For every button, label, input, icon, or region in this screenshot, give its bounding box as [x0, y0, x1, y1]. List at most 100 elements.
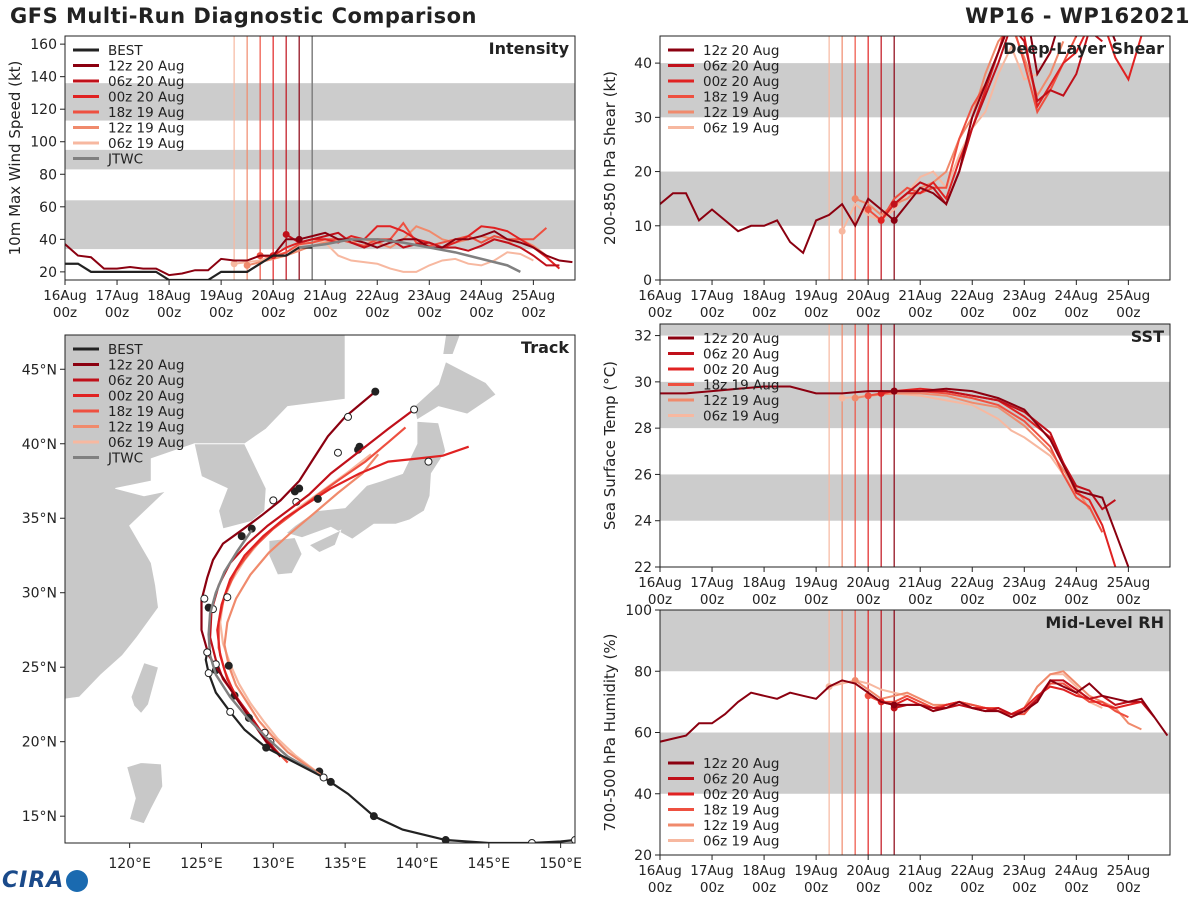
x-tick-label-hour: 00z — [157, 305, 181, 321]
x-tick-label: 120°E — [108, 856, 151, 872]
series-line-12z-19-Aug — [855, 392, 1091, 510]
series-line-12z-20-Aug — [660, 36, 1117, 255]
y-tick-label: 30 — [634, 110, 652, 126]
x-tick-label-hour: 00z — [752, 880, 776, 896]
x-tick-label-hour: 00z — [1012, 305, 1036, 321]
best-track-marker — [226, 707, 235, 716]
y-tick-label: 80 — [39, 167, 57, 183]
x-tick-label-hour: 00z — [469, 305, 493, 321]
x-tick-label-hour: 00z — [960, 305, 984, 321]
x-tick-label: 16Aug — [638, 575, 682, 591]
y-tick-label: 20 — [634, 848, 652, 864]
x-tick-label: 17Aug — [95, 288, 139, 304]
intensity-plot-area — [65, 36, 575, 280]
x-tick-label-hour: 00z — [856, 305, 880, 321]
series-line-12z-20-Aug — [660, 679, 1169, 743]
x-tick-label-hour: 00z — [53, 305, 77, 321]
best-track-marker — [441, 836, 450, 843]
init-marker — [890, 200, 898, 208]
shear-title: Deep-Layer Shear — [1003, 39, 1164, 58]
land-japan-honshu — [285, 420, 447, 540]
track-frame — [64, 334, 576, 844]
legend-label: 00z 20 Aug — [108, 90, 184, 106]
best-track-line — [204, 652, 575, 843]
x-tick-label: 18Aug — [147, 288, 191, 304]
legend-label: 12z 20 Aug — [108, 358, 184, 374]
land-taiwan — [130, 662, 159, 715]
legend-label: 06z 20 Aug — [108, 373, 184, 389]
legend-label: 00z 20 Aug — [703, 787, 779, 803]
cira-globe-icon — [66, 870, 89, 892]
x-tick-label: 23Aug — [1003, 863, 1047, 879]
legend-label: 12z 19 Aug — [108, 420, 184, 436]
best-track-marker — [204, 669, 213, 678]
x-tick-label-hour: 00z — [856, 592, 880, 608]
x-tick-label: 23Aug — [1003, 575, 1047, 591]
track-marker — [224, 661, 233, 670]
y-tick-label: 30 — [634, 375, 652, 391]
init-marker — [851, 195, 859, 203]
x-tick-label-hour: 00z — [1116, 592, 1140, 608]
x-tick-label-hour: 00z — [417, 305, 441, 321]
track-marker — [295, 484, 304, 493]
x-tick-label: 25Aug — [1107, 288, 1151, 304]
x-tick-label-hour: 00z — [804, 880, 828, 896]
y-tick-label: 20 — [39, 265, 57, 281]
cira-logo-text: CIRA — [2, 868, 65, 893]
x-tick-label: 19Aug — [794, 288, 838, 304]
sst-title: SST — [1131, 327, 1164, 346]
y-tick-label: 32 — [634, 329, 652, 345]
x-tick-label: 20Aug — [251, 288, 295, 304]
legend-label: JTWC — [107, 152, 143, 168]
y-tick-label: 0 — [643, 273, 652, 289]
init-marker — [890, 216, 898, 224]
y-tick-label: 40 — [634, 56, 652, 72]
rh-ylabel: 700-500 hPa Humidity (%) — [601, 633, 619, 831]
y-tick-label: 22 — [634, 560, 652, 576]
threshold-band — [660, 171, 1170, 226]
legend-label: 06z 19 Aug — [703, 834, 779, 850]
x-tick-label: 17Aug — [690, 863, 734, 879]
track-marker — [424, 457, 433, 466]
track-marker — [333, 448, 342, 457]
x-tick-label: 18Aug — [742, 863, 786, 879]
x-tick-label-hour: 00z — [908, 880, 932, 896]
land-korea — [193, 443, 267, 530]
x-tick-label-hour: 00z — [313, 305, 337, 321]
legend-label: 12z 19 Aug — [108, 121, 184, 137]
x-tick-label: 20Aug — [846, 288, 890, 304]
legend-label: 12z 19 Aug — [703, 393, 779, 409]
x-tick-label: 25Aug — [512, 288, 556, 304]
x-tick-label-hour: 00z — [700, 592, 724, 608]
x-tick-label-hour: 00z — [1012, 592, 1036, 608]
legend-label: 18z 19 Aug — [703, 90, 779, 106]
x-tick-label-hour: 00z — [209, 305, 233, 321]
x-tick-label: 16Aug — [638, 863, 682, 879]
land-luzon — [126, 762, 164, 825]
x-tick-label: 145°E — [468, 856, 511, 872]
legend-label: 18z 19 Aug — [108, 105, 184, 121]
x-tick-label-hour: 00z — [700, 305, 724, 321]
series-line-00z-20-Aug — [881, 387, 1117, 567]
series-line-12z-20-Aug — [65, 230, 573, 277]
x-tick-label: 16Aug — [638, 288, 682, 304]
x-tick-label: 22Aug — [355, 288, 399, 304]
x-tick-label-hour: 00z — [960, 592, 984, 608]
legend-label: 12z 20 Aug — [703, 331, 779, 347]
series-line-18z-19-Aug — [260, 221, 548, 259]
track-plot-area — [65, 335, 575, 843]
track-marker — [313, 494, 322, 503]
intensity-ylabel: 10m Max Wind Speed (kt) — [6, 61, 24, 256]
sst-ylabel: Sea Surface Temp (°C) — [601, 361, 619, 530]
x-tick-label: 130°E — [252, 856, 295, 872]
init-marker — [851, 394, 859, 402]
x-tick-label: 25Aug — [1107, 863, 1151, 879]
rh-title: Mid-Level RH — [1045, 613, 1164, 632]
shear-ylabel: 200-850 hPa Shear (kt) — [601, 71, 619, 245]
y-tick-label: 20 — [634, 165, 652, 181]
best-track-marker — [262, 743, 271, 752]
y-tick-label: 60 — [39, 200, 57, 216]
sst-plot-area — [660, 324, 1170, 567]
